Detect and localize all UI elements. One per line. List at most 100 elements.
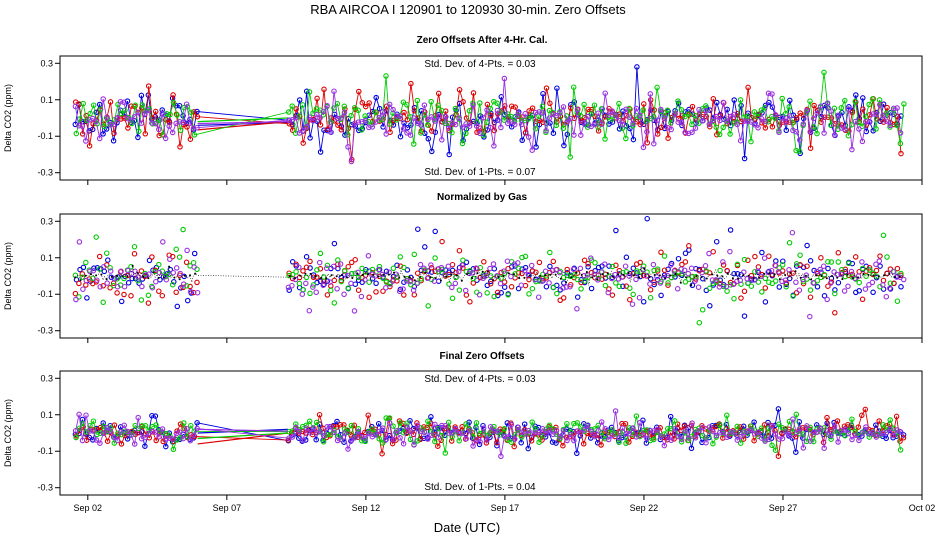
data-point	[145, 292, 152, 299]
data-point	[104, 438, 111, 444]
data-point	[171, 279, 177, 285]
data-point	[710, 440, 716, 447]
data-point	[491, 293, 497, 300]
data-point	[528, 438, 535, 444]
data-point	[111, 422, 118, 428]
data-point	[487, 280, 494, 287]
data-point	[477, 130, 483, 137]
data-point	[83, 277, 90, 284]
data-point	[734, 278, 740, 285]
data-point	[716, 284, 723, 290]
data-point	[452, 280, 459, 287]
data-point	[288, 275, 291, 278]
data-point	[679, 281, 682, 284]
data-point	[640, 272, 647, 279]
data-point	[293, 269, 299, 275]
data-point	[328, 287, 334, 294]
data-point	[526, 108, 532, 114]
data-point	[435, 443, 441, 449]
data-point	[442, 113, 449, 120]
data-point	[747, 274, 750, 277]
data-point	[446, 125, 452, 131]
data-point	[76, 425, 83, 431]
data-point	[418, 276, 424, 282]
data-point	[811, 102, 817, 109]
data-point	[456, 87, 463, 93]
data-point	[873, 261, 879, 268]
data-point	[483, 440, 490, 446]
data-point	[135, 274, 142, 280]
data-point	[898, 275, 901, 278]
data-point	[138, 92, 145, 99]
data-point	[786, 113, 793, 119]
data-point	[439, 137, 445, 143]
data-point	[658, 292, 664, 299]
data-point	[293, 421, 299, 427]
data-point	[539, 425, 546, 432]
data-point	[382, 273, 385, 276]
data-point	[793, 129, 800, 135]
data-point	[488, 278, 494, 285]
data-point	[859, 412, 865, 419]
data-point	[622, 263, 629, 269]
data-point	[619, 274, 625, 280]
data-point	[664, 107, 671, 113]
data-point	[612, 112, 619, 119]
data-point	[789, 119, 796, 126]
data-point	[641, 101, 647, 107]
data-point	[893, 276, 896, 279]
data-point	[668, 425, 674, 432]
data-point	[876, 258, 883, 264]
series-line	[75, 83, 902, 160]
data-point	[601, 261, 608, 267]
data-point	[546, 427, 553, 433]
data-point	[751, 437, 757, 444]
data-point	[518, 121, 525, 128]
data-point	[460, 279, 463, 282]
data-point	[156, 117, 163, 123]
data-point	[821, 445, 827, 451]
data-point	[300, 127, 306, 134]
data-point	[345, 263, 351, 270]
data-point	[422, 109, 428, 115]
data-point	[894, 105, 900, 111]
data-point	[93, 234, 99, 240]
data-point	[404, 424, 410, 430]
data-point	[114, 437, 121, 444]
data-point	[766, 99, 772, 106]
data-point	[664, 277, 667, 280]
data-point	[814, 277, 821, 284]
data-point	[695, 284, 702, 290]
data-point	[779, 115, 786, 121]
data-point	[783, 118, 789, 125]
data-point	[138, 435, 145, 442]
data-point	[533, 276, 536, 279]
data-point	[563, 284, 570, 290]
data-point	[786, 432, 793, 439]
data-point	[623, 106, 629, 113]
data-point	[682, 428, 688, 434]
data-point	[699, 118, 706, 124]
data-point	[811, 267, 817, 274]
data-point	[334, 286, 340, 292]
data-point	[726, 272, 729, 275]
data-point	[724, 288, 730, 294]
data-point	[418, 277, 424, 284]
data-point	[337, 422, 344, 428]
data-point	[528, 274, 531, 277]
data-point	[682, 259, 689, 265]
panel-after-cal: Zero Offsets After 4-Hr. Cal. -0.3 -0.1 0.…	[3, 35, 923, 185]
data-point	[432, 228, 438, 235]
data-point	[609, 119, 616, 125]
data-point	[755, 429, 761, 435]
data-point	[145, 83, 152, 89]
data-point	[408, 276, 411, 279]
data-point	[705, 277, 708, 280]
data-point	[501, 433, 508, 440]
data-point	[502, 275, 505, 277]
data-point	[620, 283, 626, 290]
data-point	[383, 436, 389, 443]
data-point	[654, 427, 661, 433]
data-point	[647, 91, 654, 97]
data-point	[814, 110, 820, 116]
